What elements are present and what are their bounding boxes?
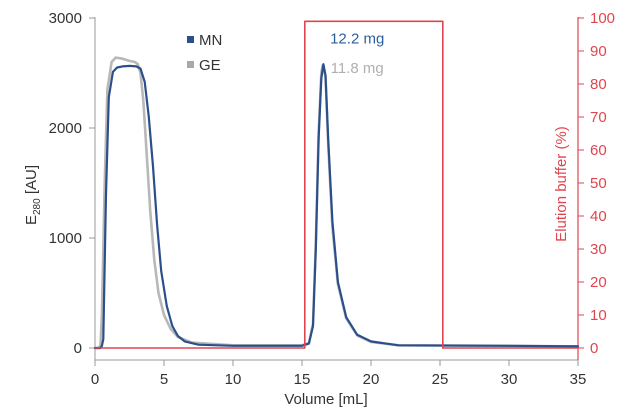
annotation-ge-amount: 11.8 mg bbox=[331, 60, 384, 77]
y2-axis-label: Elution buffer (%) bbox=[553, 126, 570, 242]
y2-tick-label: 60 bbox=[590, 142, 607, 159]
series-line-elution-buffer bbox=[94, 20, 579, 349]
y2-tick-label: 100 bbox=[590, 10, 615, 27]
y2-tick-label: 50 bbox=[590, 175, 607, 192]
y-tick-label: 1000 bbox=[49, 230, 82, 247]
y-axis-label: E280 [AU] bbox=[23, 165, 43, 225]
legend-swatch-mn bbox=[187, 36, 194, 43]
x-axis-label: Volume [mL] bbox=[284, 391, 367, 408]
x-tick-label: 5 bbox=[160, 371, 168, 388]
y-axis-label-unit: [AU] bbox=[23, 165, 40, 198]
x-axis-ticks: 0 5 10 15 20 25 30 35 bbox=[91, 360, 587, 388]
legend-swatch-ge bbox=[187, 61, 194, 68]
y-tick-label: 0 bbox=[74, 340, 82, 357]
x-tick-label: 35 bbox=[570, 371, 587, 388]
x-tick-label: 0 bbox=[91, 371, 99, 388]
y2-tick-label: 10 bbox=[590, 307, 607, 324]
y2-tick-label: 80 bbox=[590, 76, 607, 93]
series-layer bbox=[93, 20, 580, 350]
left-axis-ticks: 0 1000 2000 3000 bbox=[49, 10, 95, 357]
legend: MN GE bbox=[187, 32, 222, 74]
y-tick-label: 2000 bbox=[49, 120, 82, 137]
x-tick-label: 15 bbox=[294, 371, 311, 388]
y2-tick-label: 70 bbox=[590, 109, 607, 126]
y2-tick-label: 20 bbox=[590, 274, 607, 291]
y-tick-label: 3000 bbox=[49, 10, 82, 27]
right-axis-ticks: 0 10 20 30 40 50 60 70 80 90 100 bbox=[578, 10, 615, 357]
annotation-mn-amount: 12.2 mg bbox=[330, 30, 384, 47]
y2-tick-label: 0 bbox=[590, 340, 598, 357]
x-tick-label: 20 bbox=[363, 371, 380, 388]
y2-tick-label: 30 bbox=[590, 241, 607, 258]
legend-label-mn: MN bbox=[199, 32, 222, 49]
x-tick-label: 25 bbox=[432, 371, 449, 388]
y2-tick-label: 40 bbox=[590, 208, 607, 225]
y-axis-label-sub: 280 bbox=[32, 198, 43, 215]
y2-tick-label: 90 bbox=[590, 43, 607, 60]
x-tick-label: 30 bbox=[501, 371, 518, 388]
y-axis-label-main: E bbox=[23, 215, 40, 225]
legend-label-ge: GE bbox=[199, 57, 221, 74]
x-tick-label: 10 bbox=[225, 371, 242, 388]
series-line-mn bbox=[93, 63, 580, 350]
